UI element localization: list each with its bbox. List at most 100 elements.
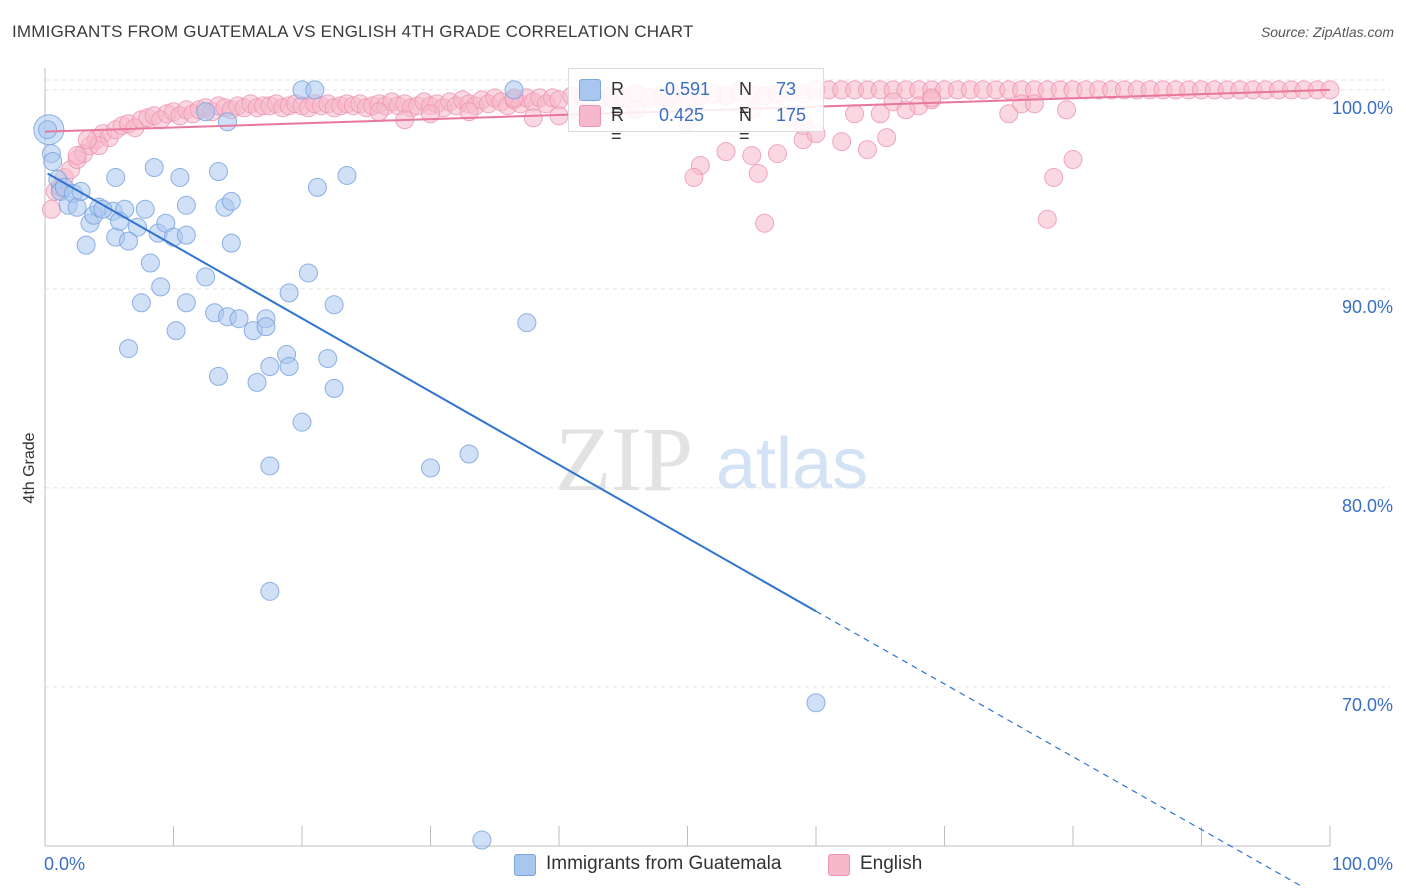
guatemala-point xyxy=(119,231,139,251)
guatemala-point xyxy=(221,233,241,253)
english-point xyxy=(845,104,865,124)
blue-swatch xyxy=(514,854,536,876)
y-tick-label: 80.0% xyxy=(1342,496,1393,516)
r-value: 0.425 xyxy=(659,105,705,125)
english-point xyxy=(1057,100,1077,120)
guatemala-point xyxy=(298,263,318,283)
x-tick-label: 100.0% xyxy=(1332,854,1393,874)
guatemala-point xyxy=(305,80,325,100)
guatemala-point xyxy=(38,120,58,140)
guatemala-point xyxy=(176,195,196,215)
n-value: 175 xyxy=(776,105,807,125)
r-label: R = xyxy=(611,105,624,146)
guatemala-point xyxy=(166,321,186,341)
guatemala-point xyxy=(196,267,216,287)
watermark-zip: ZIP xyxy=(555,408,693,510)
guatemala-point xyxy=(318,349,338,369)
guatemala-point xyxy=(208,366,228,386)
guatemala-point xyxy=(292,412,312,432)
english-point xyxy=(1024,94,1044,114)
legend-label: Immigrants from Guatemala xyxy=(546,853,782,874)
legend-item-guatemala[interactable]: Immigrants from Guatemala xyxy=(514,852,804,876)
legend-label: English xyxy=(860,853,923,874)
english-point xyxy=(523,108,543,128)
guatemala-trend-line xyxy=(47,172,817,613)
guatemala-point xyxy=(76,235,96,255)
english-point xyxy=(742,146,762,166)
guatemala-point xyxy=(106,167,126,187)
english-point xyxy=(896,100,916,120)
english-point xyxy=(369,102,389,122)
guatemala-point xyxy=(459,444,479,464)
guatemala-point xyxy=(504,80,524,100)
guatemala-point xyxy=(208,161,228,181)
english-point xyxy=(77,130,97,150)
stats-legend: R = -0.591 N = 73 R = 0.425 N = 175 xyxy=(568,68,824,146)
english-point xyxy=(857,140,877,160)
english-point xyxy=(684,167,704,187)
y-tick-label: 100.0% xyxy=(1332,98,1393,118)
english-point xyxy=(459,102,479,122)
x-tick-label: 0.0% xyxy=(44,854,85,874)
n-label: N = xyxy=(739,105,752,146)
r-label: R = xyxy=(611,79,624,120)
english-point xyxy=(41,199,61,219)
english-point xyxy=(67,146,87,166)
guatemala-point xyxy=(279,283,299,303)
english-point xyxy=(832,132,852,152)
english-point xyxy=(755,213,775,233)
guatemala-trend-extension xyxy=(815,610,1305,889)
guatemala-point xyxy=(176,225,196,245)
legend-item-english[interactable]: English xyxy=(828,852,938,876)
source-label: Source: ZipAtlas.com xyxy=(1260,24,1394,40)
watermark: ZIP atlas xyxy=(555,408,868,510)
pink-swatch xyxy=(828,854,850,876)
pink-swatch xyxy=(579,105,601,127)
guatemala-point xyxy=(135,199,155,219)
guatemala-point xyxy=(229,309,249,329)
guatemala-point xyxy=(260,456,280,476)
guatemala-point xyxy=(67,197,87,217)
english-point xyxy=(999,104,1019,124)
n-value: 73 xyxy=(776,79,797,99)
guatemala-point xyxy=(221,191,241,211)
english-point xyxy=(877,128,897,148)
grid-lines xyxy=(45,79,1390,688)
english-point xyxy=(767,144,787,164)
guatemala-point xyxy=(307,177,327,197)
guatemala-point xyxy=(247,372,267,392)
guatemala-point xyxy=(217,112,237,132)
tick-labels: 100.0% 90.0% 80.0% 70.0% 0.0% 100.0% xyxy=(44,98,1393,874)
guatemala-point xyxy=(196,102,216,122)
axes xyxy=(44,68,1331,847)
english-point xyxy=(1037,209,1057,229)
guatemala-point xyxy=(151,277,171,297)
guatemala-point xyxy=(256,317,276,337)
guatemala-point xyxy=(176,293,196,313)
blue-swatch xyxy=(579,79,601,101)
guatemala-point xyxy=(806,693,826,713)
guatemala-point xyxy=(140,253,160,273)
guatemala-point xyxy=(260,356,280,376)
english-point xyxy=(1063,150,1083,170)
chart-title: IMMIGRANTS FROM GUATEMALA VS ENGLISH 4TH… xyxy=(12,22,694,41)
guatemala-point xyxy=(170,167,190,187)
guatemala-point xyxy=(324,378,344,398)
r-value: -0.591 xyxy=(659,79,711,99)
guatemala-point xyxy=(119,339,139,359)
guatemala-point xyxy=(517,313,537,333)
guatemala-point xyxy=(337,165,357,185)
english-point xyxy=(716,142,736,162)
guatemala-points xyxy=(33,80,826,850)
y-axis-label: 4th Grade xyxy=(21,432,38,503)
watermark-atlas: atlas xyxy=(716,424,868,504)
guatemala-point xyxy=(144,157,164,177)
guatemala-point xyxy=(279,356,299,376)
guatemala-point xyxy=(260,581,280,601)
guatemala-point xyxy=(43,152,63,172)
guatemala-point xyxy=(324,295,344,315)
english-point xyxy=(748,163,768,183)
n-label: N = xyxy=(739,79,752,120)
english-point xyxy=(922,88,942,108)
